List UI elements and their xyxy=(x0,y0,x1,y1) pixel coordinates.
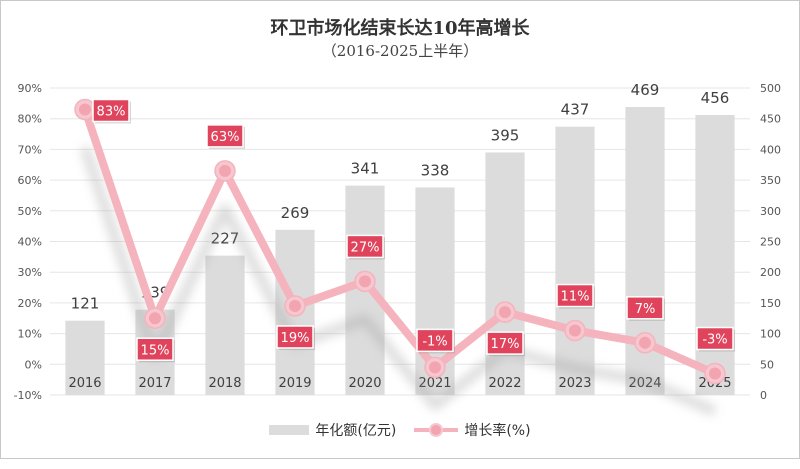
growth-marker xyxy=(639,336,651,349)
legend-item-line[interactable]: 增长率(%) xyxy=(414,420,531,440)
legend-line-label: 增长率(%) xyxy=(464,423,531,439)
growth-value-label: 7% xyxy=(635,302,656,317)
left-axis-tick-label: 0% xyxy=(25,358,42,371)
left-axis-tick-label: 20% xyxy=(18,297,42,310)
right-axis-tick-label: 400 xyxy=(760,143,781,156)
x-axis-tick-label: 2021 xyxy=(418,376,451,391)
growth-value-label: 15% xyxy=(141,343,170,358)
x-axis-tick-label: 2018 xyxy=(208,376,241,391)
legend-item-bar[interactable]: 年化额(亿元) xyxy=(269,420,396,440)
right-axis-tick-label: 300 xyxy=(760,205,781,218)
growth-marker xyxy=(289,299,301,312)
left-axis-tick-label: 90% xyxy=(18,82,42,95)
growth-marker xyxy=(569,324,581,337)
bar-value-label: 338 xyxy=(421,161,450,179)
growth-label-box xyxy=(486,331,524,355)
right-axis-tick-label: 50 xyxy=(760,358,774,371)
left-axis-tick-label: -10% xyxy=(14,389,42,402)
bar xyxy=(205,255,245,395)
bar-value-label: 395 xyxy=(491,126,520,144)
bar-value-label: 121 xyxy=(71,295,100,313)
left-axis-tick-label: 30% xyxy=(18,266,42,279)
right-axis-tick-label: 250 xyxy=(760,236,781,249)
growth-marker xyxy=(429,361,441,374)
growth-line-shadow xyxy=(80,145,718,417)
legend-bar-label: 年化额(亿元) xyxy=(315,423,397,439)
chart-subtitle: （2016-2025上半年） xyxy=(321,42,479,60)
bar xyxy=(555,126,595,395)
bar-value-label: 341 xyxy=(351,160,380,178)
legend-line-swatch xyxy=(414,423,459,437)
left-axis-tick-label: 40% xyxy=(18,236,42,249)
left-axis-tick-label: 60% xyxy=(18,174,42,187)
x-axis-tick-label: 2017 xyxy=(138,376,171,391)
left-axis-tick-label: 70% xyxy=(18,143,42,156)
left-axis-tick-label: 10% xyxy=(18,328,42,341)
x-axis-tick-label: 2023 xyxy=(558,376,591,391)
bar-value-label: 456 xyxy=(701,89,730,107)
growth-label-box xyxy=(206,124,244,148)
right-axis-tick-label: 450 xyxy=(760,113,781,126)
growth-label-box xyxy=(556,283,594,308)
growth-label-box xyxy=(276,325,314,349)
growth-label-box xyxy=(92,98,130,123)
growth-label-box xyxy=(136,337,174,361)
bar xyxy=(695,115,735,396)
right-axis-tick-label: 0 xyxy=(760,389,767,402)
bar xyxy=(65,320,105,395)
growth-marker xyxy=(709,367,721,380)
growth-marker xyxy=(219,164,231,177)
chart-frame xyxy=(0,0,800,459)
bar-value-label: 269 xyxy=(281,204,310,222)
legend-bar-swatch xyxy=(269,425,310,435)
left-axis-tick-label: 50% xyxy=(18,205,42,218)
growth-marker xyxy=(359,275,371,288)
bar-value-label: 437 xyxy=(561,101,590,119)
right-axis-tick-label: 500 xyxy=(760,82,781,95)
growth-marker xyxy=(499,306,511,319)
right-axis-tick-label: 100 xyxy=(760,328,781,341)
growth-value-label: 11% xyxy=(561,290,590,305)
growth-marker xyxy=(149,312,161,325)
growth-label-box xyxy=(346,234,384,259)
growth-label-box xyxy=(416,328,454,353)
growth-label-box xyxy=(626,296,664,320)
growth-line xyxy=(81,105,719,378)
growth-marker xyxy=(79,103,91,116)
x-axis-tick-label: 2019 xyxy=(278,376,311,391)
growth-value-label: 27% xyxy=(351,240,380,255)
growth-value-label: 17% xyxy=(491,337,520,352)
x-axis-tick-label: 2022 xyxy=(488,376,521,391)
right-axis-tick-label: 200 xyxy=(760,266,781,279)
x-axis-tick-label: 2016 xyxy=(68,376,101,391)
right-axis-tick-label: 150 xyxy=(760,297,781,310)
growth-value-label: -3% xyxy=(702,333,727,348)
growth-value-label: -1% xyxy=(422,334,447,349)
chart-title: 环卫市场化结束长达10年高增长 xyxy=(270,18,530,39)
growth-value-label: 83% xyxy=(97,104,126,119)
right-axis-tick-label: 350 xyxy=(760,174,781,187)
growth-label-box xyxy=(696,326,734,351)
legend: 年化额(亿元) 增长率(%) xyxy=(0,420,800,440)
growth-value-label: 19% xyxy=(281,331,310,346)
x-axis-tick-label: 2020 xyxy=(348,376,381,391)
left-axis-tick-label: 80% xyxy=(18,113,42,126)
bar-value-label: 469 xyxy=(631,81,660,99)
growth-value-label: 63% xyxy=(211,130,240,145)
